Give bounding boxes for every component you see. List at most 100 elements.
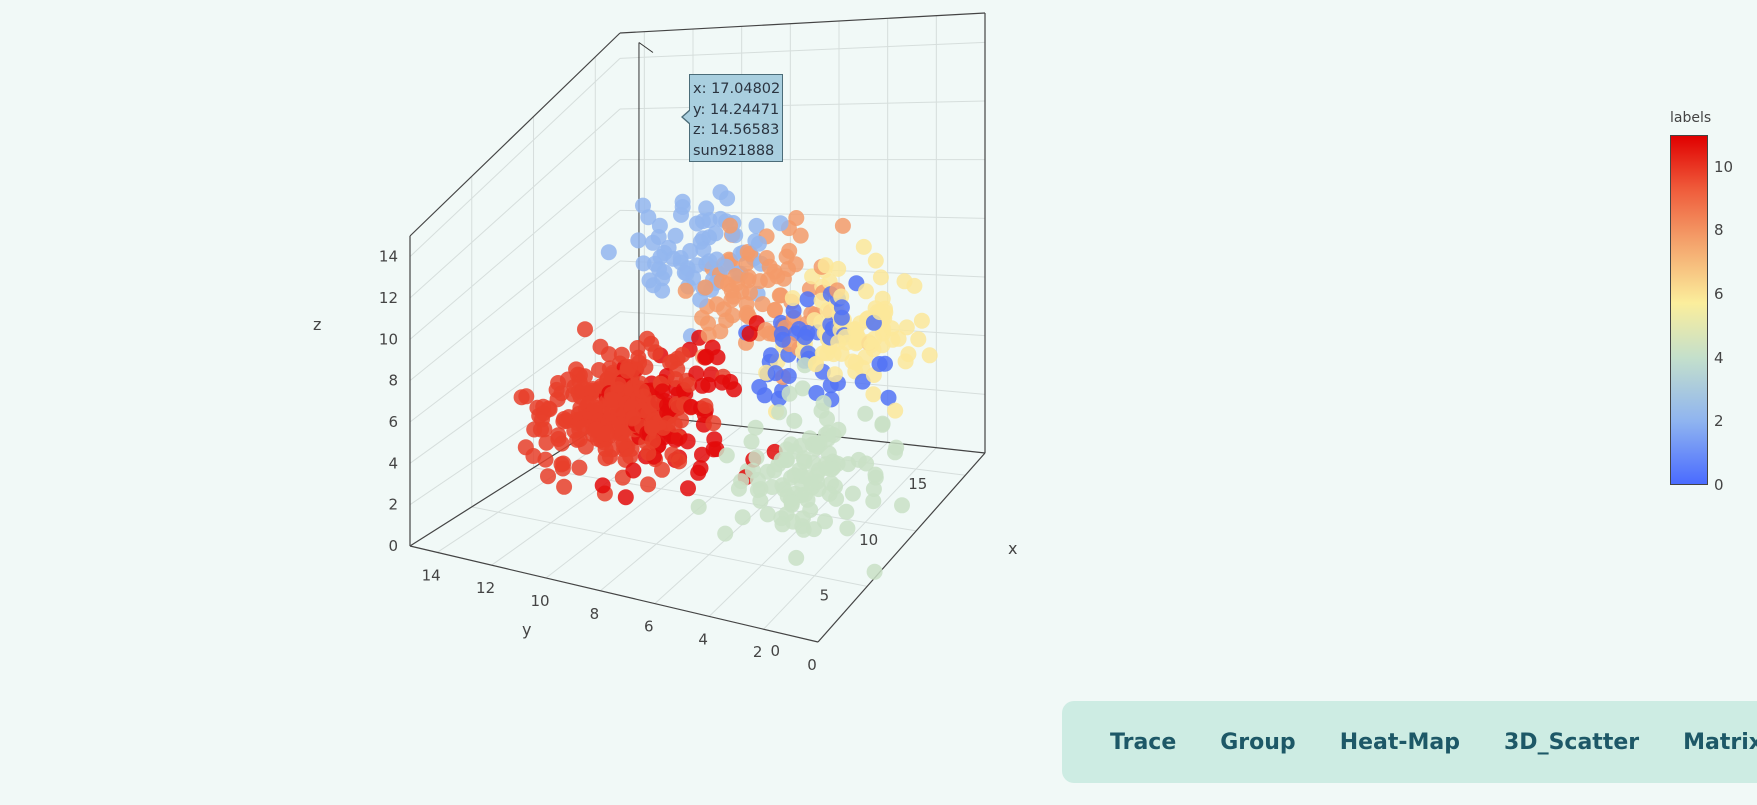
scatter-point[interactable] xyxy=(766,301,783,318)
scatter-point[interactable] xyxy=(867,466,884,483)
scatter-point[interactable] xyxy=(786,412,803,429)
scatter-point[interactable] xyxy=(665,250,682,267)
scatter-point[interactable] xyxy=(610,376,627,393)
scatter-point[interactable] xyxy=(556,478,573,495)
scatter-point[interactable] xyxy=(695,241,712,258)
scatter-point[interactable] xyxy=(788,210,805,226)
scatter-point[interactable] xyxy=(717,525,734,542)
scatter-point[interactable] xyxy=(700,326,717,343)
scatter-point[interactable] xyxy=(667,227,684,244)
scatter-point[interactable] xyxy=(708,296,725,313)
scatter-point[interactable] xyxy=(796,329,813,346)
scatter-point[interactable] xyxy=(817,513,833,530)
scatter-point[interactable] xyxy=(865,481,882,497)
scatter-point[interactable] xyxy=(880,389,897,406)
scatter-point[interactable] xyxy=(913,312,930,329)
scatter-point[interactable] xyxy=(635,255,652,272)
scatter-point[interactable] xyxy=(865,493,882,510)
scatter-point[interactable] xyxy=(740,269,757,286)
scatter-point[interactable] xyxy=(910,331,927,348)
scatter-point[interactable] xyxy=(754,296,771,313)
scatter-point[interactable] xyxy=(865,386,882,403)
scatter-point[interactable] xyxy=(817,257,834,274)
scatter-point[interactable] xyxy=(833,345,850,362)
scatter-point[interactable] xyxy=(723,292,740,308)
scatter-point[interactable] xyxy=(654,282,671,299)
scatter-point[interactable] xyxy=(858,283,874,300)
scatter-point[interactable] xyxy=(647,344,664,361)
scatter-point[interactable] xyxy=(823,461,840,478)
scatter-point[interactable] xyxy=(855,238,872,255)
scatter-point[interactable] xyxy=(513,389,530,406)
scatter-point[interactable] xyxy=(610,400,627,417)
scatter-point[interactable] xyxy=(741,325,758,342)
nav-item-trace[interactable]: Trace xyxy=(1110,729,1177,755)
scatter-point[interactable] xyxy=(571,459,588,476)
scatter-point[interactable] xyxy=(640,209,657,226)
nav-item-group[interactable]: Group xyxy=(1220,729,1296,755)
scatter-point[interactable] xyxy=(537,451,554,468)
scatter-point[interactable] xyxy=(724,307,741,324)
scatter-point[interactable] xyxy=(898,319,915,336)
scatter-point[interactable] xyxy=(592,338,609,355)
scatter-point[interactable] xyxy=(654,383,671,400)
scatter-point[interactable] xyxy=(887,402,904,419)
scatter-point[interactable] xyxy=(538,434,555,451)
scatter-point[interactable] xyxy=(690,464,707,481)
scatter-point[interactable] xyxy=(877,355,893,372)
scatter-point[interactable] xyxy=(858,455,875,472)
scatter-point[interactable] xyxy=(780,368,797,384)
scatter-point[interactable] xyxy=(577,321,593,338)
scatter-point[interactable] xyxy=(887,444,903,461)
scatter-point[interactable] xyxy=(697,279,714,296)
scatter-point[interactable] xyxy=(683,398,700,415)
scatter-point[interactable] xyxy=(794,380,811,397)
scatter-point[interactable] xyxy=(525,448,542,464)
scatter-point[interactable] xyxy=(783,494,800,511)
scatter-point[interactable] xyxy=(734,509,751,526)
scatter-point[interactable] xyxy=(600,244,617,261)
scatter-point[interactable] xyxy=(681,376,698,393)
scatter-point[interactable] xyxy=(830,421,847,438)
scatter-point[interactable] xyxy=(553,435,570,452)
scatter-point[interactable] xyxy=(783,436,800,453)
scatter-point[interactable] xyxy=(671,453,688,470)
scatter-point[interactable] xyxy=(747,419,764,436)
scatter-point[interactable] xyxy=(759,506,776,523)
scatter-point[interactable] xyxy=(622,448,639,465)
scatter-point[interactable] xyxy=(799,291,816,308)
scatter-point[interactable] xyxy=(785,302,802,319)
scatter-point[interactable] xyxy=(761,258,778,275)
nav-item-3d-scatter[interactable]: 3D_Scatter xyxy=(1504,729,1640,755)
scatter-point[interactable] xyxy=(540,468,556,485)
scatter-point[interactable] xyxy=(682,243,699,259)
scatter-point[interactable] xyxy=(834,217,851,234)
scatter-point[interactable] xyxy=(764,479,780,495)
scatter-point[interactable] xyxy=(722,373,739,390)
scatter-point[interactable] xyxy=(580,395,597,412)
scatter-point[interactable] xyxy=(771,404,788,421)
scatter-point[interactable] xyxy=(890,330,907,347)
scatter-point[interactable] xyxy=(540,400,557,417)
scatter-point[interactable] xyxy=(554,460,571,477)
scatter-point[interactable] xyxy=(866,563,883,580)
scatter-point[interactable] xyxy=(676,264,693,281)
scatter-point[interactable] xyxy=(819,302,836,319)
scatter-point[interactable] xyxy=(718,447,735,464)
nav-item-heat-map[interactable]: Heat-Map xyxy=(1339,729,1460,755)
scatter-point[interactable] xyxy=(874,337,891,354)
scatter-point[interactable] xyxy=(921,347,938,364)
scatter-point[interactable] xyxy=(748,217,765,234)
scatter-point[interactable] xyxy=(645,432,662,449)
scatter-point[interactable] xyxy=(750,235,767,252)
scatter-point[interactable] xyxy=(867,252,884,269)
scatter-point[interactable] xyxy=(674,199,691,215)
scatter-point[interactable] xyxy=(688,257,705,274)
scatter-point[interactable] xyxy=(680,480,696,497)
scatter-point[interactable] xyxy=(709,349,726,366)
scatter-point[interactable] xyxy=(781,242,798,259)
scatter-point[interactable] xyxy=(838,503,855,520)
scatter-point[interactable] xyxy=(815,395,832,411)
scatter-point[interactable] xyxy=(839,520,856,537)
